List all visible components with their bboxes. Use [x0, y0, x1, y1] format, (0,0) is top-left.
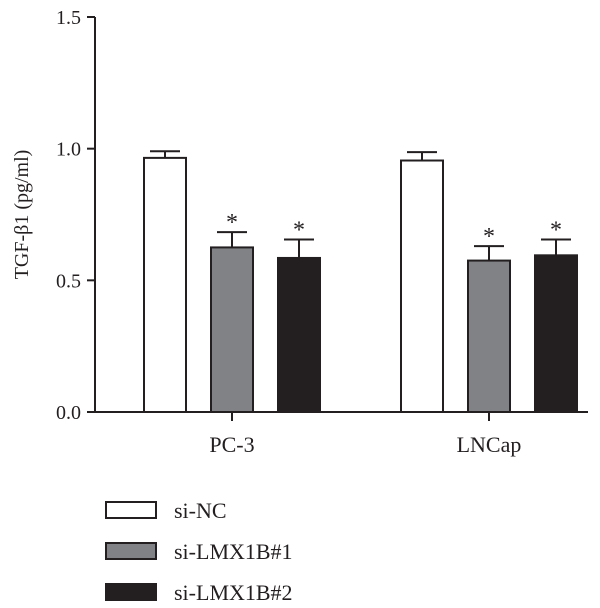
bar	[277, 256, 321, 414]
legend-swatch	[105, 542, 157, 560]
x-tick-label: LNCap	[457, 432, 522, 457]
bar	[534, 254, 578, 413]
y-ticks: 0.0 0.5 1.0 1.5	[56, 7, 95, 424]
significance-marker: *	[483, 224, 495, 250]
legend-label: si-LMX1B#2	[174, 580, 293, 605]
legend-swatch	[105, 583, 157, 601]
legend-label: si-LMX1B#1	[174, 539, 293, 564]
y-tick-label: 0.5	[56, 270, 81, 292]
y-tick-label: 1.0	[56, 139, 81, 161]
bar	[210, 246, 254, 413]
legend: si-NC si-LMX1B#1 si-LMX1B#2	[105, 498, 293, 605]
y-tick-label: 1.5	[56, 7, 81, 29]
legend-label: si-NC	[174, 498, 227, 523]
x-tick-label: PC-3	[209, 432, 254, 457]
legend-swatch	[105, 501, 157, 519]
significance-marker: *	[293, 218, 305, 244]
bar	[143, 156, 187, 413]
bar	[467, 259, 511, 414]
bar	[400, 159, 444, 413]
significance-marker: *	[550, 218, 562, 244]
significance-marker: *	[226, 210, 238, 236]
x-ticks: PC-3 LNCap	[209, 412, 521, 457]
bars: * * * *	[143, 150, 578, 414]
y-axis-label: TGF-β1 (pg/ml)	[11, 150, 33, 280]
y-tick-label: 0.0	[56, 402, 81, 424]
